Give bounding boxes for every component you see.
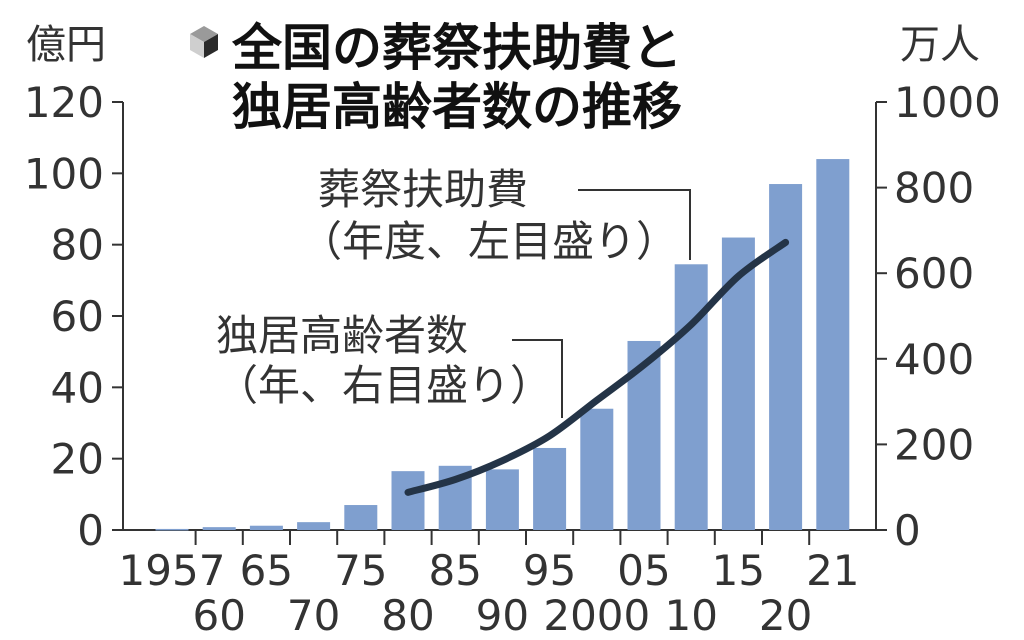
line-point-1990	[501, 459, 504, 462]
left-tick-label: 120	[24, 78, 104, 127]
x-label-bottom: 10	[664, 591, 717, 640]
left-tick-label: 60	[51, 292, 104, 341]
annotation-bars: 葬祭扶助費 （年度、左目盛り）	[300, 165, 691, 266]
left-tick-label: 80	[51, 221, 104, 270]
bar-1995	[533, 447, 567, 530]
annotation-line-leader	[512, 339, 563, 418]
left-tick-label: 20	[51, 435, 104, 484]
cube-icon	[190, 26, 218, 58]
x-label-top: 75	[334, 546, 387, 595]
line-point-2005	[643, 363, 645, 366]
title-line-1: 全国の葬祭扶助費と	[231, 19, 682, 77]
bar-2020	[769, 184, 803, 531]
right-axis-ticks: 0 200 400 600 800 1000	[876, 78, 1001, 555]
x-label-bottom: 2000	[543, 591, 650, 640]
left-tick-label: 0	[77, 506, 104, 555]
x-label-bottom: 70	[287, 591, 340, 640]
x-label-top: 85	[428, 546, 481, 595]
right-tick-label: 800	[894, 164, 974, 213]
x-label-top: 15	[712, 546, 765, 595]
x-label-bottom: 60	[192, 591, 245, 640]
bar-1970	[297, 522, 331, 530]
bar-2010	[674, 264, 708, 530]
title-line-2: 独居高齢者数の推移	[232, 78, 682, 136]
right-tick-label: 400	[894, 335, 974, 384]
left-axis-unit: 億円	[26, 22, 106, 68]
left-axis-ticks: 0 20 40 60 80 100 120	[24, 78, 123, 555]
line-point-2020	[784, 241, 787, 244]
line-point-1980	[407, 491, 409, 494]
line-point-2015	[737, 275, 740, 278]
x-label-top: 1957	[119, 546, 226, 595]
bar-2015	[721, 237, 755, 531]
bar-1957	[155, 528, 189, 531]
x-label-bottom: 20	[759, 591, 812, 640]
chart-title: 全国の葬祭扶助費と 独居高齢者数の推移	[190, 19, 682, 136]
x-label-top: 65	[240, 546, 293, 595]
line-point-1995	[548, 434, 551, 437]
annotation-bars-leader	[578, 189, 691, 260]
bar-1965	[249, 525, 283, 530]
x-label-top: 95	[523, 546, 576, 595]
x-label-top: 05	[617, 546, 670, 595]
right-axis-unit: 万人	[900, 22, 980, 68]
x-label-bottom: 80	[381, 591, 434, 640]
bar-2021	[816, 159, 850, 531]
line-series	[404, 238, 790, 496]
line-point-2000	[595, 399, 598, 402]
right-tick-label: 600	[894, 249, 974, 298]
bar-2005	[627, 340, 661, 530]
line-point-1985	[454, 478, 457, 481]
bar-2000	[580, 408, 614, 530]
annotation-line: 独居高齢者数 （年、右目盛り）	[216, 311, 563, 418]
bar-1980	[391, 471, 425, 530]
bar-1975	[344, 505, 378, 530]
right-tick-label: 1000	[894, 78, 1001, 127]
left-tick-label: 100	[24, 149, 104, 198]
x-axis-ticks: 1957 65 75 85 95 05 15 21 60 70 80 90 2000 10 20	[119, 530, 860, 640]
annotation-bars-line-1: 葬祭扶助費	[318, 165, 528, 214]
annotation-line-line-2: （年、右目盛り）	[216, 361, 552, 410]
bar-1960	[202, 527, 236, 530]
x-label-top: 21	[806, 546, 859, 595]
annotation-line-line-1: 独居高齢者数	[216, 311, 468, 360]
annotation-bars-line-2: （年度、左目盛り）	[300, 217, 678, 266]
right-tick-label: 200	[894, 420, 974, 469]
right-tick-label: 0	[894, 506, 921, 555]
left-tick-label: 40	[51, 363, 104, 412]
bar-1990	[485, 469, 519, 530]
line-point-2010	[690, 323, 693, 326]
x-label-bottom: 90	[476, 591, 529, 640]
